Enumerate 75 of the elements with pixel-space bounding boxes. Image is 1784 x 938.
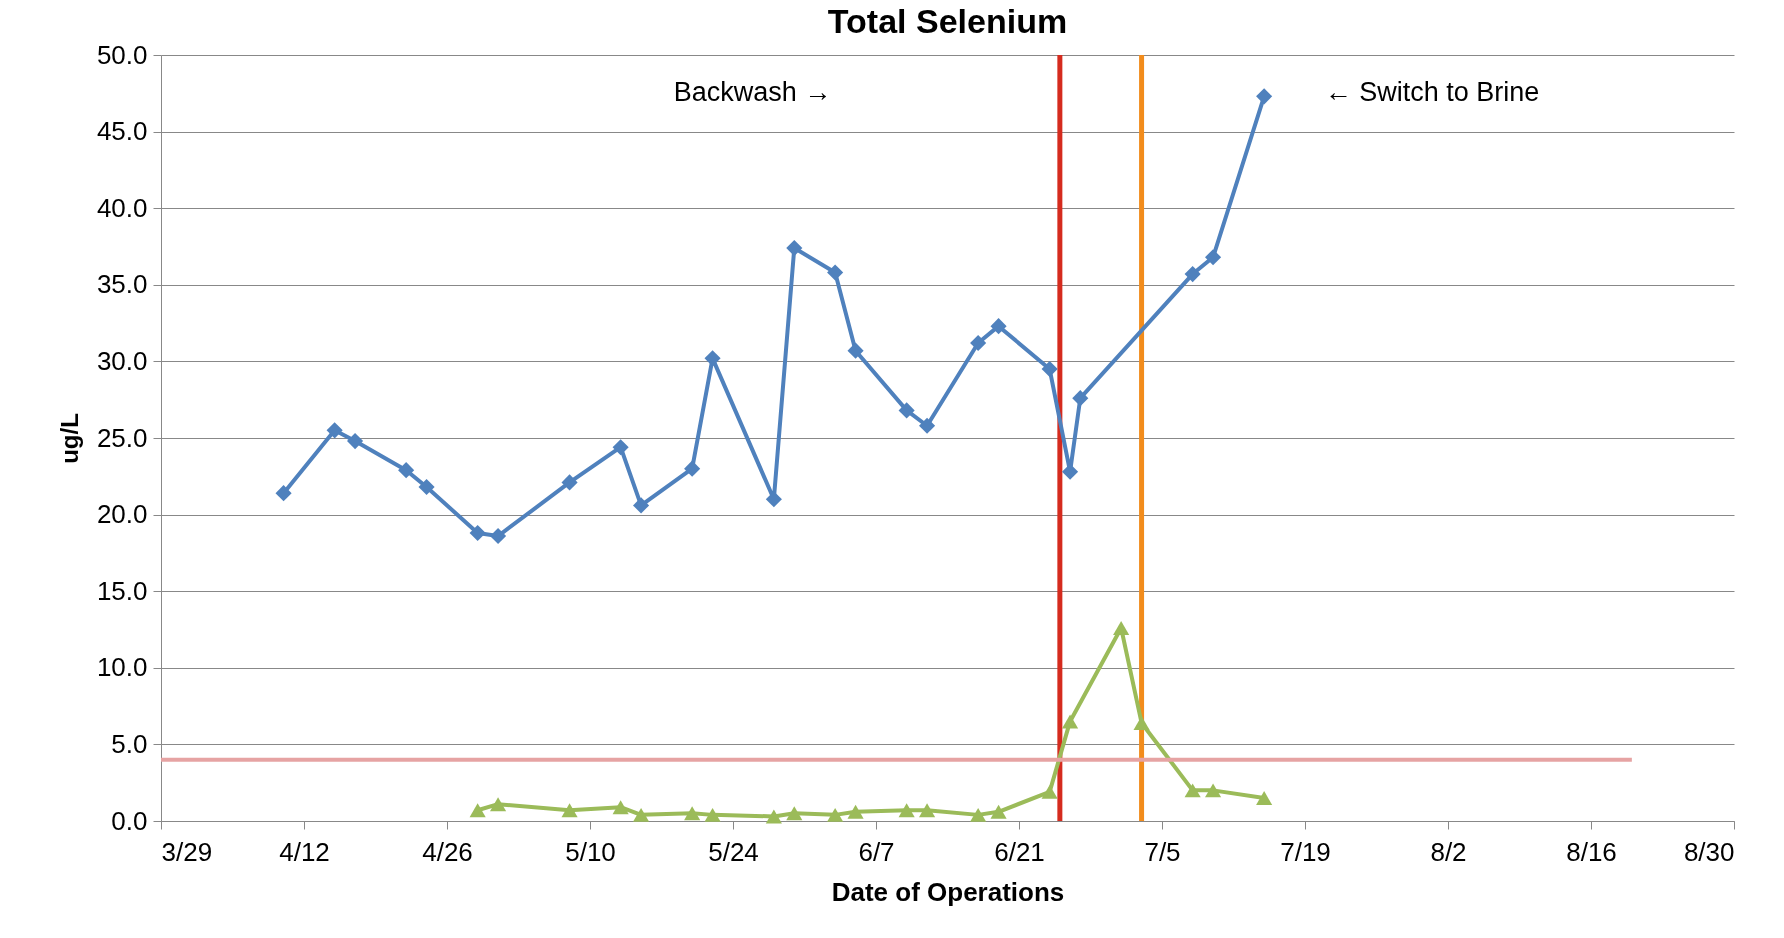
point xyxy=(684,806,701,821)
point xyxy=(786,239,803,257)
point xyxy=(847,804,864,819)
point xyxy=(847,342,864,359)
point xyxy=(1184,783,1201,798)
point xyxy=(1184,266,1201,283)
y-tick-label: 35.0 xyxy=(96,269,148,300)
y-tick-label: 15.0 xyxy=(96,575,148,606)
x-tick-label: 5/24 xyxy=(708,836,759,867)
point xyxy=(704,350,721,367)
point xyxy=(898,402,915,419)
y-tick-label: 40.0 xyxy=(96,192,148,223)
y-tick-label: 30.0 xyxy=(96,345,148,376)
point xyxy=(919,803,936,818)
annotation: ← Switch to Brine xyxy=(1324,77,1540,107)
y-tick-label: 0.0 xyxy=(111,805,148,836)
point xyxy=(786,806,803,821)
x-tick-label: 5/10 xyxy=(565,836,616,867)
y-tick-label: 25.0 xyxy=(96,422,148,453)
point xyxy=(765,809,782,824)
point xyxy=(1041,784,1058,799)
y-axis-title: ug/L xyxy=(55,413,83,464)
point xyxy=(490,527,507,545)
point xyxy=(704,807,721,822)
point xyxy=(990,804,1007,819)
point xyxy=(898,803,915,818)
x-tick-label: 8/2 xyxy=(1430,836,1467,867)
point xyxy=(970,807,987,822)
point xyxy=(1205,783,1222,798)
point xyxy=(469,803,486,818)
y-tick-label: 45.0 xyxy=(96,116,148,147)
point xyxy=(827,264,844,281)
point xyxy=(827,807,844,822)
point xyxy=(490,797,507,812)
x-tick-label: 4/26 xyxy=(422,836,473,867)
y-tick-label: 10.0 xyxy=(96,652,148,683)
point xyxy=(398,462,415,479)
y-tick-label: 20.0 xyxy=(96,499,148,530)
y-tick-label: 5.0 xyxy=(111,728,148,759)
point xyxy=(561,803,578,818)
point xyxy=(684,460,701,477)
point xyxy=(919,417,936,434)
point xyxy=(633,807,650,822)
point xyxy=(1041,361,1058,378)
point xyxy=(326,422,343,439)
point xyxy=(970,334,987,352)
point xyxy=(469,524,486,542)
point xyxy=(561,474,578,491)
x-axis-title: Date of Operations xyxy=(831,876,1065,907)
x-tick-label: 7/5 xyxy=(1144,836,1181,867)
y-tick-label: 50.0 xyxy=(96,39,148,70)
point xyxy=(1113,620,1130,635)
x-tick-label: 3/29 xyxy=(161,836,213,867)
point xyxy=(1133,715,1150,730)
x-tick-label: 6/7 xyxy=(858,836,895,867)
x-tick-label: 7/19 xyxy=(1280,836,1331,867)
point xyxy=(1072,390,1089,407)
annotation: Backwash → xyxy=(673,77,832,107)
point xyxy=(1062,714,1079,729)
point xyxy=(1256,88,1273,105)
point xyxy=(1205,249,1222,266)
point xyxy=(275,485,292,502)
point xyxy=(633,497,650,514)
x-tick-label: 4/12 xyxy=(279,836,330,867)
point xyxy=(612,800,629,815)
point xyxy=(765,491,782,508)
point xyxy=(347,433,364,450)
x-tick-label: 8/30 xyxy=(1683,836,1735,867)
x-tick-label: 8/16 xyxy=(1566,836,1617,867)
point xyxy=(612,439,629,456)
x-tick-label: 6/21 xyxy=(994,836,1045,867)
chart-title: Total Selenium xyxy=(827,2,1068,40)
point xyxy=(990,318,1007,335)
point xyxy=(1256,791,1273,805)
point xyxy=(418,478,435,496)
